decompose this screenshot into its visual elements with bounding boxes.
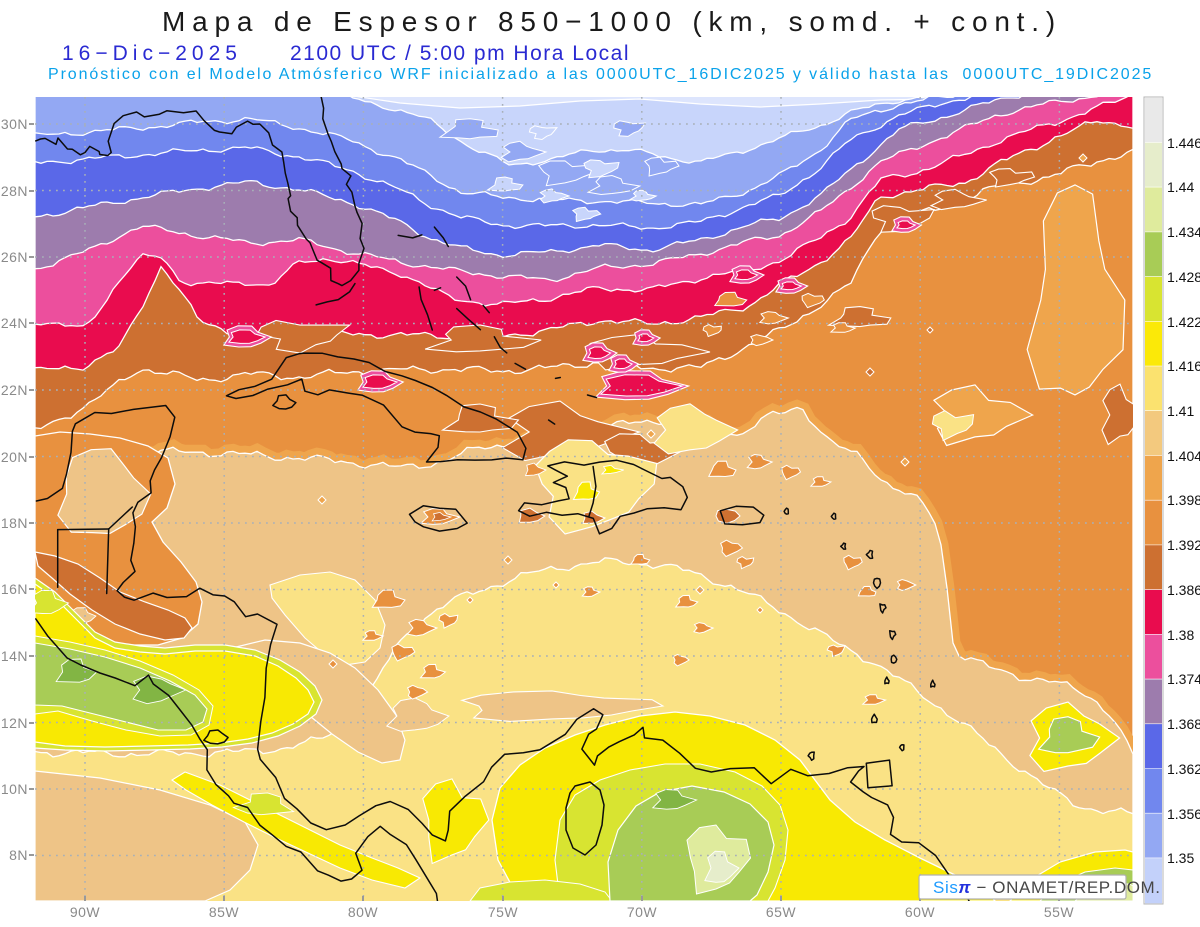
- svg-text:1.356: 1.356: [1167, 806, 1200, 822]
- svg-text:80W: 80W: [348, 904, 379, 920]
- svg-text:28N: 28N: [1, 183, 28, 199]
- svg-text:1.392: 1.392: [1167, 537, 1200, 553]
- svg-text:2100 UTC / 5:00 pm Hora Local: 2100 UTC / 5:00 pm Hora Local: [290, 42, 630, 65]
- svg-text:24N: 24N: [1, 315, 28, 331]
- svg-text:65W: 65W: [766, 904, 797, 920]
- svg-text:70W: 70W: [627, 904, 658, 920]
- svg-text:1.362: 1.362: [1167, 761, 1200, 777]
- svg-text:1.398: 1.398: [1167, 492, 1200, 508]
- svg-text:Pronóstico con el Modelo Atmós: Pronóstico con el Modelo Atmósferico WRF…: [48, 66, 1153, 83]
- svg-text:30N: 30N: [1, 116, 28, 132]
- svg-text:12N: 12N: [1, 715, 28, 731]
- svg-text:55W: 55W: [1044, 904, 1075, 920]
- svg-text:20N: 20N: [1, 449, 28, 465]
- svg-text:8N: 8N: [9, 847, 28, 863]
- svg-text:60W: 60W: [905, 904, 936, 920]
- svg-text:1.416: 1.416: [1167, 358, 1200, 374]
- svg-text:1.422: 1.422: [1167, 314, 1200, 330]
- svg-text:1.446: 1.446: [1167, 135, 1200, 151]
- svg-text:1.386: 1.386: [1167, 582, 1200, 598]
- svg-text:1.368: 1.368: [1167, 716, 1200, 732]
- svg-text:1.434: 1.434: [1167, 224, 1200, 240]
- svg-text:85W: 85W: [209, 904, 240, 920]
- svg-text:1.44: 1.44: [1167, 179, 1194, 195]
- svg-text:1.428: 1.428: [1167, 269, 1200, 285]
- svg-text:1.41: 1.41: [1167, 403, 1194, 419]
- svg-text:16−Dic−2025: 16−Dic−2025: [62, 42, 242, 65]
- svg-text:14N: 14N: [1, 648, 28, 664]
- svg-text:75W: 75W: [488, 904, 519, 920]
- svg-text:1.374: 1.374: [1167, 671, 1200, 687]
- svg-text:Sisπ − ONAMET/REP.DOM.: Sisπ − ONAMET/REP.DOM.: [933, 878, 1161, 897]
- svg-text:18N: 18N: [1, 515, 28, 531]
- svg-text:26N: 26N: [1, 249, 28, 265]
- svg-text:16N: 16N: [1, 581, 28, 597]
- svg-text:10N: 10N: [1, 781, 28, 797]
- svg-text:Mapa de Espesor 850−1000 (km,: Mapa de Espesor 850−1000 (km, somd. + co…: [162, 6, 1062, 37]
- svg-text:90W: 90W: [70, 904, 101, 920]
- svg-text:1.35: 1.35: [1167, 850, 1194, 866]
- svg-text:1.38: 1.38: [1167, 627, 1194, 643]
- svg-text:1.404: 1.404: [1167, 448, 1200, 464]
- svg-text:22N: 22N: [1, 382, 28, 398]
